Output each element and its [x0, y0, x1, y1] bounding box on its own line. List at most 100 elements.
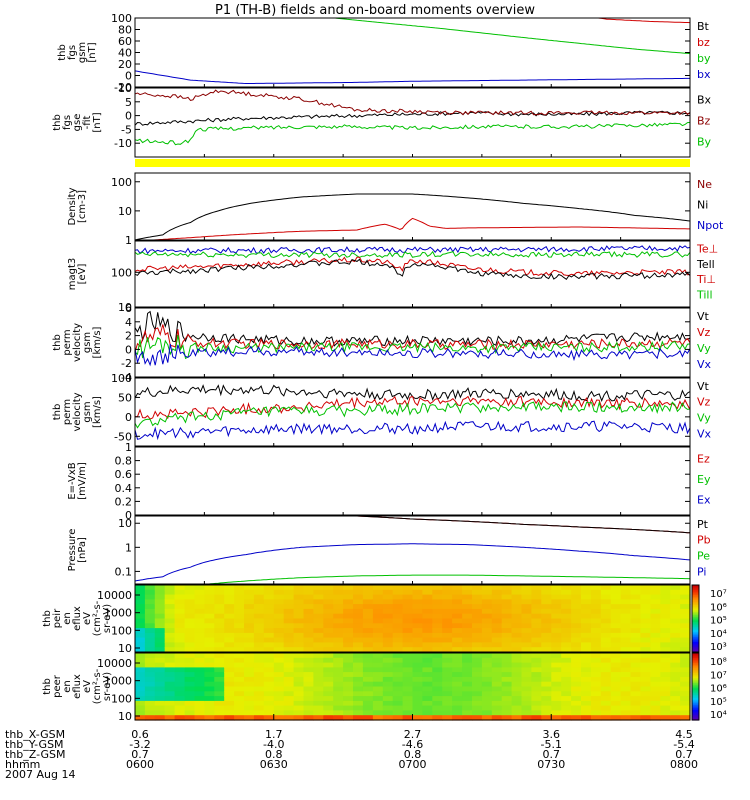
spectrogram-cell — [313, 681, 324, 688]
spectrogram-cell — [154, 642, 166, 648]
spectrogram-cell — [491, 672, 503, 678]
spectrogram-cell — [144, 613, 156, 620]
spectrogram-cell — [561, 700, 572, 707]
y-tick-label: 10 — [118, 82, 132, 95]
spectrogram-cell — [184, 715, 196, 721]
spectrogram-cell — [501, 618, 513, 624]
spectrogram-cell — [600, 628, 612, 634]
spectrogram-cell — [501, 653, 513, 659]
colorbar-step — [692, 625, 699, 628]
spectrogram-cell — [610, 681, 622, 688]
spectrogram-cell — [551, 608, 562, 615]
spectrogram-cell — [571, 647, 582, 653]
spectrogram-cell — [640, 667, 651, 673]
spectrogram-cell — [501, 585, 513, 591]
spectrogram-cell — [481, 623, 493, 629]
spectrogram-cell — [204, 700, 215, 707]
spectrogram-cell — [590, 642, 602, 648]
spectrogram-cell — [372, 681, 384, 688]
spectrogram-cell — [650, 589, 661, 596]
spectrogram-cell — [392, 691, 404, 697]
spectrogram-cell — [164, 599, 176, 605]
spectrogram-cell — [224, 642, 235, 648]
spectrogram-cell — [600, 585, 612, 591]
spectrogram-cell — [630, 653, 641, 659]
series-group — [135, 245, 690, 280]
spectrogram-cell — [293, 618, 305, 624]
spectrogram-cell — [194, 585, 205, 591]
spectrogram-cell — [382, 672, 394, 678]
spectrogram-cell — [263, 632, 275, 639]
spectrogram-cell — [154, 618, 166, 624]
spectrogram-cell — [184, 637, 196, 643]
spectrogram-cell — [343, 667, 354, 673]
spectrogram-cell — [234, 691, 245, 697]
spectrogram-cell — [590, 628, 602, 634]
spectrogram-cell — [650, 700, 661, 707]
spectrogram-cell — [283, 672, 295, 678]
spectrogram-cell — [571, 632, 582, 639]
spectrogram-cell — [372, 594, 384, 600]
spectrogram-cell — [422, 647, 433, 653]
spectrogram-cell — [551, 710, 562, 716]
spectrogram-cell — [481, 662, 493, 668]
spectrogram-cell — [511, 642, 523, 648]
spectrogram-cell — [353, 686, 364, 692]
spectrogram-cell — [313, 653, 324, 659]
spectrogram-cell — [412, 662, 423, 668]
spectrogram-cell — [313, 667, 324, 673]
spectrogram-cell — [620, 710, 632, 716]
spectrogram-cell — [412, 710, 423, 716]
spectrogram-cell — [184, 667, 196, 673]
spectrogram-cell — [382, 594, 394, 600]
spectrogram-cell — [630, 585, 641, 591]
spectrogram-cell — [204, 647, 215, 653]
spectrogram-cell — [154, 700, 166, 707]
legend-Ne: Ne — [697, 178, 712, 191]
spectrogram-cell — [154, 608, 166, 615]
legend-Vt: Vt — [697, 310, 710, 323]
spectrogram-cell — [303, 608, 314, 615]
spectrogram-cell — [442, 710, 453, 716]
spectrogram-cell — [362, 618, 374, 624]
spectrogram-cell — [144, 700, 156, 707]
legend-Bt: Bt — [697, 20, 710, 33]
spectrogram-cell — [501, 657, 513, 664]
spectrogram-cell — [680, 715, 691, 721]
spectrogram-cell — [214, 696, 225, 702]
spectrogram-cell — [650, 710, 661, 716]
spectrogram-cell — [372, 686, 384, 692]
spectrogram-cell — [452, 662, 463, 668]
spectrogram-cell — [253, 657, 265, 664]
spectrogram-cell — [343, 696, 354, 702]
colorbar-step — [692, 654, 699, 657]
colorbar-step — [692, 711, 699, 714]
spectrogram-cell — [531, 686, 542, 692]
spectrogram-cell — [253, 613, 265, 620]
spectrogram-cell — [600, 681, 612, 688]
spectrogram-cell — [481, 715, 493, 721]
spectrogram-cell — [362, 681, 374, 688]
spectrogram-cell — [204, 628, 215, 634]
spectrogram-cell — [630, 681, 641, 688]
spectrogram-cell — [402, 647, 414, 653]
spectrogram-cell — [402, 715, 414, 721]
spectrogram-cell — [660, 657, 671, 664]
spectrogram-cell — [600, 618, 612, 624]
spectrogram-cell — [501, 672, 513, 678]
spectrogram-cell — [343, 599, 354, 605]
spectrogram-cell — [581, 589, 592, 596]
spectrogram-cell — [343, 686, 354, 692]
spectrogram-cell — [224, 691, 235, 697]
spectrogram-cell — [452, 681, 463, 688]
spectrogram-cell — [253, 691, 265, 697]
spectrogram-cell — [154, 599, 166, 605]
spectrogram-cell — [630, 710, 641, 716]
y-tick-label: 10000 — [97, 657, 132, 670]
spectrogram-cell — [164, 715, 176, 721]
spectrogram-cell — [640, 672, 651, 678]
spectrogram-cell — [561, 632, 572, 639]
spectrogram-cell — [244, 715, 255, 721]
spectrogram-cell — [244, 672, 255, 678]
spectrogram-cell — [273, 686, 285, 692]
